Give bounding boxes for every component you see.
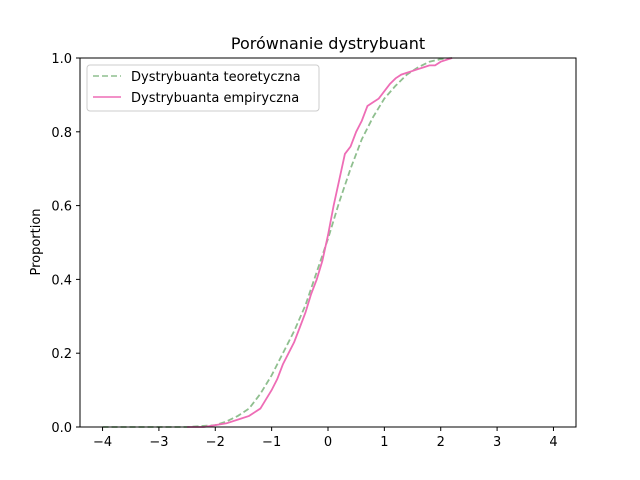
x-tick-label: −4 bbox=[93, 435, 112, 450]
y-tick-label: 0.2 bbox=[51, 347, 72, 362]
x-tick-label: 4 bbox=[549, 435, 557, 450]
y-tick-label: 0.0 bbox=[51, 421, 72, 436]
x-tick-label: 1 bbox=[380, 435, 388, 450]
x-tick-label: −1 bbox=[262, 435, 281, 450]
plot-area bbox=[102, 57, 453, 428]
y-tick-label: 1.0 bbox=[51, 52, 72, 67]
y-axis: 0.0 0.2 0.4 0.6 0.8 1.0 bbox=[51, 52, 80, 436]
series-line-theoretical bbox=[102, 57, 453, 428]
x-tick-label: −3 bbox=[149, 435, 168, 450]
legend-label-empirical: Dystrybuanta empiryczna bbox=[131, 91, 299, 106]
chart-title: Porównanie dystrybuant bbox=[231, 34, 425, 53]
series-line-empirical bbox=[187, 57, 453, 428]
x-tick-label: −2 bbox=[206, 435, 225, 450]
axes-frame bbox=[79, 57, 577, 428]
x-tick-label: 2 bbox=[437, 435, 445, 450]
y-tick-label: 0.8 bbox=[51, 126, 72, 141]
legend-box bbox=[86, 64, 320, 112]
legend-label-theoretical: Dystrybuanta teoretyczna bbox=[131, 70, 301, 85]
x-axis: −4 −3 −2 −1 0 1 2 3 4 bbox=[93, 427, 558, 450]
legend: Dystrybuanta teoretyczna Dystrybuanta em… bbox=[86, 64, 320, 112]
y-axis-label: Proportion bbox=[29, 208, 44, 275]
y-tick-label: 0.4 bbox=[51, 273, 72, 288]
x-tick-label: 0 bbox=[324, 435, 332, 450]
y-tick-label: 0.6 bbox=[51, 200, 72, 215]
x-tick-label: 3 bbox=[493, 435, 501, 450]
